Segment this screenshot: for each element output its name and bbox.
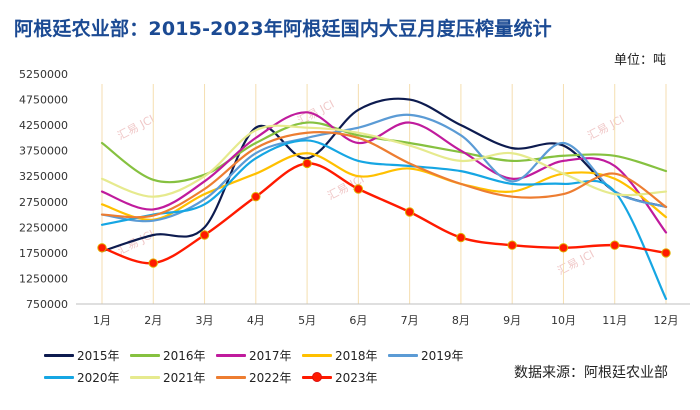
x-tick-label: 4月	[247, 314, 265, 327]
x-tick-label: 6月	[349, 314, 367, 327]
y-tick-label: 3250000	[19, 170, 68, 183]
series-lines	[100, 97, 668, 300]
y-tick-label: 1750000	[19, 247, 68, 260]
data-point-2023	[302, 158, 312, 169]
legend-label: 2022年	[249, 370, 292, 385]
watermark-text: 汇易 JCI	[585, 113, 626, 143]
source-label: 数据来源：阿根廷农业部	[514, 365, 668, 381]
legend-swatch-line	[388, 354, 418, 357]
legend-swatch	[216, 350, 246, 360]
legend-swatch-line	[44, 376, 74, 379]
chart-title: 阿根廷农业部：2015-2023年阿根廷国内大豆月度压榨量统计	[14, 18, 552, 40]
legend-swatch	[302, 350, 332, 360]
y-tick-label: 750000	[26, 298, 68, 311]
data-point-2023	[97, 243, 107, 253]
legend-label: 2017年	[249, 348, 292, 363]
legend-label: 2021年	[163, 370, 206, 385]
legend-label: 2016年	[163, 348, 206, 363]
x-tick-label: 7月	[401, 314, 419, 327]
legend-swatch	[130, 372, 160, 382]
data-point-2023	[610, 240, 620, 250]
legend: 2015年 2016年 2017年 2018年 2019年 2020年 2021年 2022…	[44, 344, 474, 388]
data-point-2023	[251, 191, 261, 202]
legend-swatch-line	[130, 376, 160, 379]
unit-label: 单位：吨	[613, 53, 666, 68]
legend-swatch-line	[302, 354, 332, 357]
legend-label: 2018年	[335, 348, 378, 363]
y-tick-label: 2250000	[19, 221, 68, 234]
x-tick-label: 8月	[452, 314, 470, 327]
legend-swatch	[216, 372, 246, 382]
legend-swatch	[130, 350, 160, 360]
data-point-2023	[661, 248, 671, 258]
y-tick-label: 3750000	[19, 145, 68, 158]
series-markers	[97, 158, 671, 268]
x-axis-ticks: 1月 2月 3月 4月 5月 6月 7月 8月 9月 10月 11月 12月	[93, 314, 679, 327]
legend-item: 2020年	[44, 369, 130, 386]
series-line-2018	[100, 152, 668, 221]
legend-item: 2022年	[216, 369, 302, 386]
legend-item: 2017年	[216, 347, 302, 364]
y-tick-label: 1250000	[19, 272, 68, 285]
data-point-2023	[558, 243, 569, 253]
legend-swatch	[388, 350, 418, 360]
legend-label: 2019年	[421, 348, 464, 363]
legend-label: 2020年	[77, 370, 120, 385]
x-tick-label: 5月	[298, 314, 316, 327]
y-tick-label: 4750000	[19, 94, 68, 107]
x-tick-label: 12月	[654, 314, 679, 327]
legend-item: 2019年	[388, 347, 474, 364]
x-tick-label: 11月	[602, 314, 627, 327]
series-line-2022	[100, 131, 668, 219]
series-line-2017	[100, 111, 668, 234]
watermark-text: 汇易 JCI	[115, 228, 156, 258]
x-tick-label: 1月	[93, 314, 111, 327]
legend-swatch	[44, 350, 74, 360]
data-point-2023	[456, 232, 466, 243]
x-tick-label: 9月	[503, 314, 521, 327]
series-line-2015	[100, 97, 668, 253]
series-line-2016	[100, 121, 668, 184]
watermark-text: 汇易 JCI	[555, 248, 596, 278]
legend-swatch-line	[216, 354, 246, 357]
data-point-2023	[148, 258, 158, 268]
y-tick-label: 2750000	[19, 196, 68, 209]
legend-swatch-line	[130, 354, 160, 357]
legend-swatch	[302, 372, 332, 382]
legend-swatch-line	[216, 376, 246, 379]
data-point-2023	[353, 184, 364, 194]
x-tick-label: 3月	[196, 314, 214, 327]
data-point-2023	[507, 240, 517, 250]
legend-item: 2016年	[130, 347, 216, 364]
series-line-2019	[100, 113, 668, 223]
legend-label: 2015年	[77, 348, 120, 363]
legend-row: 2020年 2021年 2022年 2023年	[44, 366, 474, 388]
series-line-2020	[100, 139, 668, 300]
legend-item: 2015年	[44, 347, 130, 364]
legend-swatch	[44, 372, 74, 382]
data-point-2023	[199, 230, 210, 240]
legend-row: 2015年 2016年 2017年 2018年 2019年	[44, 344, 474, 366]
data-point-2023	[404, 207, 415, 217]
legend-item: 2023年	[302, 369, 388, 386]
legend-item: 2018年	[302, 347, 388, 364]
series-line-2023	[100, 162, 668, 265]
legend-swatch-marker	[312, 372, 322, 382]
legend-label: 2023年	[335, 370, 378, 385]
y-axis-ticks: 750000 1250000 1750000 2250000 2750000 325000…	[19, 68, 68, 311]
x-tick-label: 2月	[144, 314, 162, 327]
x-tick-label: 10月	[551, 314, 576, 327]
watermark-text: 汇易 JCI	[115, 113, 156, 143]
y-tick-label: 5250000	[19, 68, 68, 81]
legend-swatch-line	[44, 354, 74, 357]
y-tick-label: 4250000	[19, 119, 68, 132]
series-line-2021	[100, 124, 668, 198]
legend-item: 2021年	[130, 369, 216, 386]
